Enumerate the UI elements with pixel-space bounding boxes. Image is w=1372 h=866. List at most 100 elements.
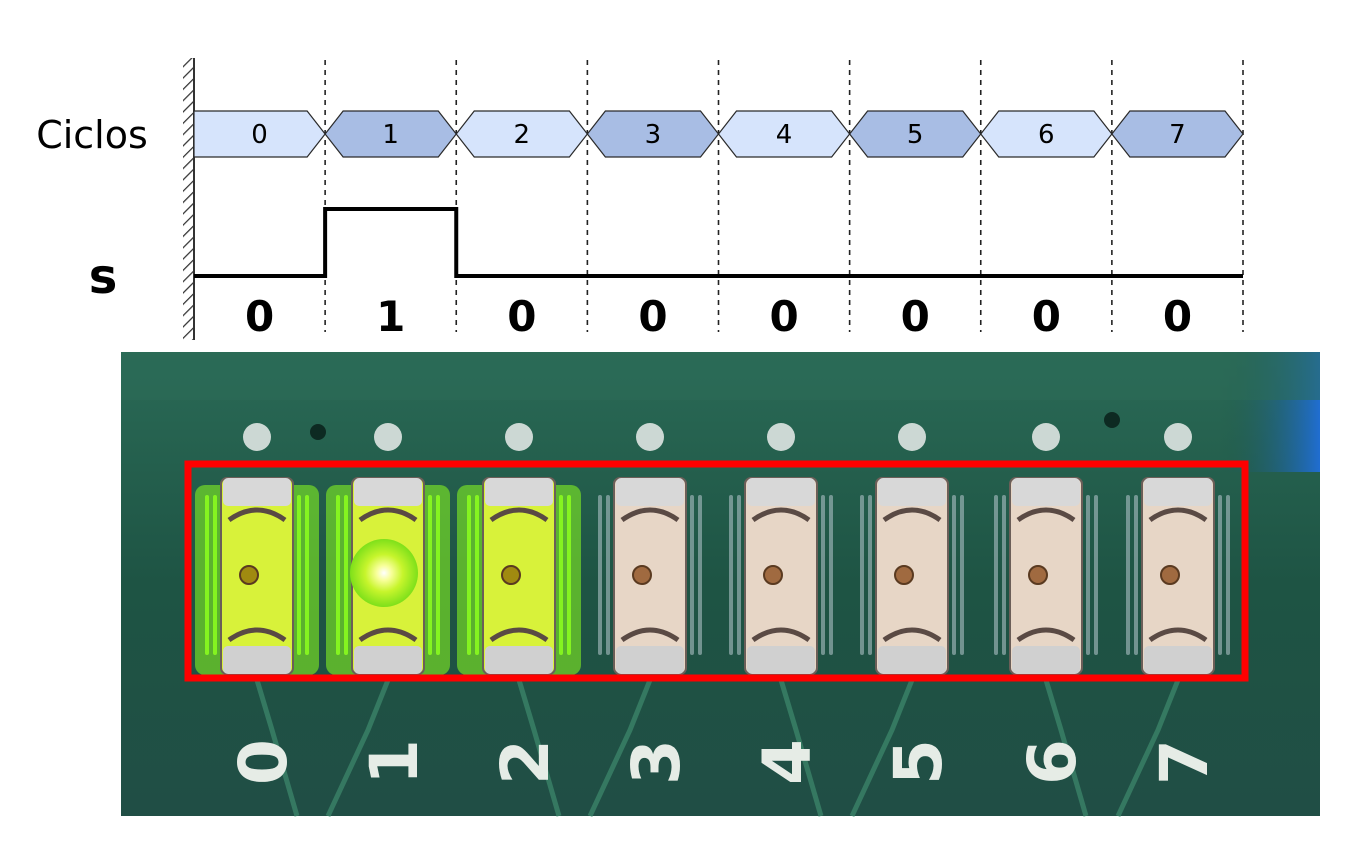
pcb-trace: [778, 679, 824, 817]
cycle-number: 7: [1169, 120, 1186, 150]
led-side-trace: [860, 495, 864, 655]
led-terminal-bottom: [747, 646, 815, 674]
led-side-trace: [868, 495, 872, 655]
led-arc-top: [620, 507, 680, 523]
signal-value: 1: [376, 292, 405, 341]
silkscreen-digit: 1: [356, 739, 433, 785]
led-terminal-bottom: [616, 646, 684, 674]
via-pad: [636, 423, 664, 451]
silkscreen-labels: 0 1 2 3 4 5 6 7: [225, 739, 1223, 785]
signal-value: 0: [638, 292, 667, 341]
led-side-trace: [729, 495, 733, 655]
via-pad: [898, 423, 926, 451]
led-arc-bottom: [227, 627, 287, 643]
pcb-trace: [849, 679, 915, 818]
silkscreen-digit: 4: [749, 739, 826, 785]
led: [457, 477, 581, 675]
led: [598, 477, 702, 675]
led: [1126, 477, 1230, 675]
signal-value: 0: [1032, 292, 1061, 341]
led-arc-top: [751, 507, 811, 523]
highlight-box: [184, 460, 1249, 682]
led-side-trace: [1134, 495, 1138, 655]
cycle-number: 2: [514, 120, 531, 150]
via-pad: [243, 423, 271, 451]
cycle-number: 6: [1038, 120, 1055, 150]
led-arc-bottom: [1148, 627, 1208, 643]
led-terminal-top: [354, 478, 422, 506]
led: [326, 477, 450, 675]
via-hole: [1104, 412, 1120, 428]
led-row: [195, 477, 1230, 675]
led-side-trace: [1002, 495, 1006, 655]
time-origin-hatch: [183, 58, 193, 340]
silkscreen-digit: 5: [880, 739, 957, 785]
silkscreen-digit: 7: [1146, 739, 1223, 785]
cycle-number: 0: [251, 120, 268, 150]
via-pad: [374, 423, 402, 451]
led-die: [763, 565, 783, 585]
led-terminal-bottom: [1012, 646, 1080, 674]
signal-value: 0: [507, 292, 536, 341]
led-side-trace: [1094, 495, 1098, 655]
timing-diagram: Ciclos s 0 1 2 3 4 5 6 7 0 1 0 0 0 0 0 0: [36, 58, 1244, 341]
led-terminal-top: [616, 478, 684, 506]
pcb-top-strip: [121, 352, 1320, 400]
silkscreen-digit: 6: [1014, 739, 1091, 785]
led-terminal-bottom: [354, 646, 422, 674]
led-side-trace: [598, 495, 602, 655]
led-side-trace: [960, 495, 964, 655]
pcb-trace: [1043, 679, 1089, 817]
via-pad: [1164, 423, 1192, 451]
pcb-trace: [1115, 679, 1181, 818]
led-terminal-bottom: [1144, 646, 1212, 674]
via-pad: [1032, 423, 1060, 451]
led-arc-top: [227, 507, 287, 523]
led-die: [632, 565, 652, 585]
led-arc-bottom: [751, 627, 811, 643]
pcb-photo: 0 1 2 3 4 5 6 7: [121, 352, 1320, 818]
pcb-trace: [516, 679, 562, 817]
led-arc-bottom: [358, 627, 418, 643]
silkscreen-digit: 3: [618, 739, 695, 785]
led-terminal-bottom: [223, 646, 291, 674]
signal-value: 0: [245, 292, 274, 341]
led-terminal-top: [1144, 478, 1212, 506]
cycle-cell: [193, 110, 326, 158]
led-side-trace: [994, 495, 998, 655]
led-die: [501, 565, 521, 585]
led-side-trace: [1226, 495, 1230, 655]
led-arc-top: [1148, 507, 1208, 523]
cycle-number: 4: [776, 120, 793, 150]
led-side-trace: [698, 495, 702, 655]
via-holes: [243, 412, 1192, 451]
cycle-number: 3: [645, 120, 662, 150]
led-side-trace: [1218, 495, 1222, 655]
via-hole: [310, 424, 326, 440]
led-terminal-top: [485, 478, 553, 506]
led-terminal-top: [878, 478, 946, 506]
led-die: [894, 565, 914, 585]
led-die: [239, 565, 259, 585]
via-pad: [767, 423, 795, 451]
led-die-lit: [350, 539, 418, 607]
signal-value: 0: [1163, 292, 1192, 341]
cycle-cells: 0 1 2 3 4 5 6 7: [193, 110, 1244, 158]
signal-values: 0 1 0 0 0 0 0 0: [245, 292, 1192, 341]
pcb-traces: [254, 679, 1181, 818]
led: [860, 477, 964, 675]
cycles-label: Ciclos: [36, 113, 148, 157]
led-arc-top: [358, 507, 418, 523]
signal-waveform: [194, 207, 1243, 278]
led-arc-bottom: [882, 627, 942, 643]
led: [195, 477, 319, 675]
led-side-trace: [829, 495, 833, 655]
led-terminal-bottom: [485, 646, 553, 674]
led-terminal-bottom: [878, 646, 946, 674]
led-arc-top: [1016, 507, 1076, 523]
led-side-trace: [1086, 495, 1090, 655]
led-side-trace: [821, 495, 825, 655]
led-die: [1160, 565, 1180, 585]
led-terminal-top: [1012, 478, 1080, 506]
